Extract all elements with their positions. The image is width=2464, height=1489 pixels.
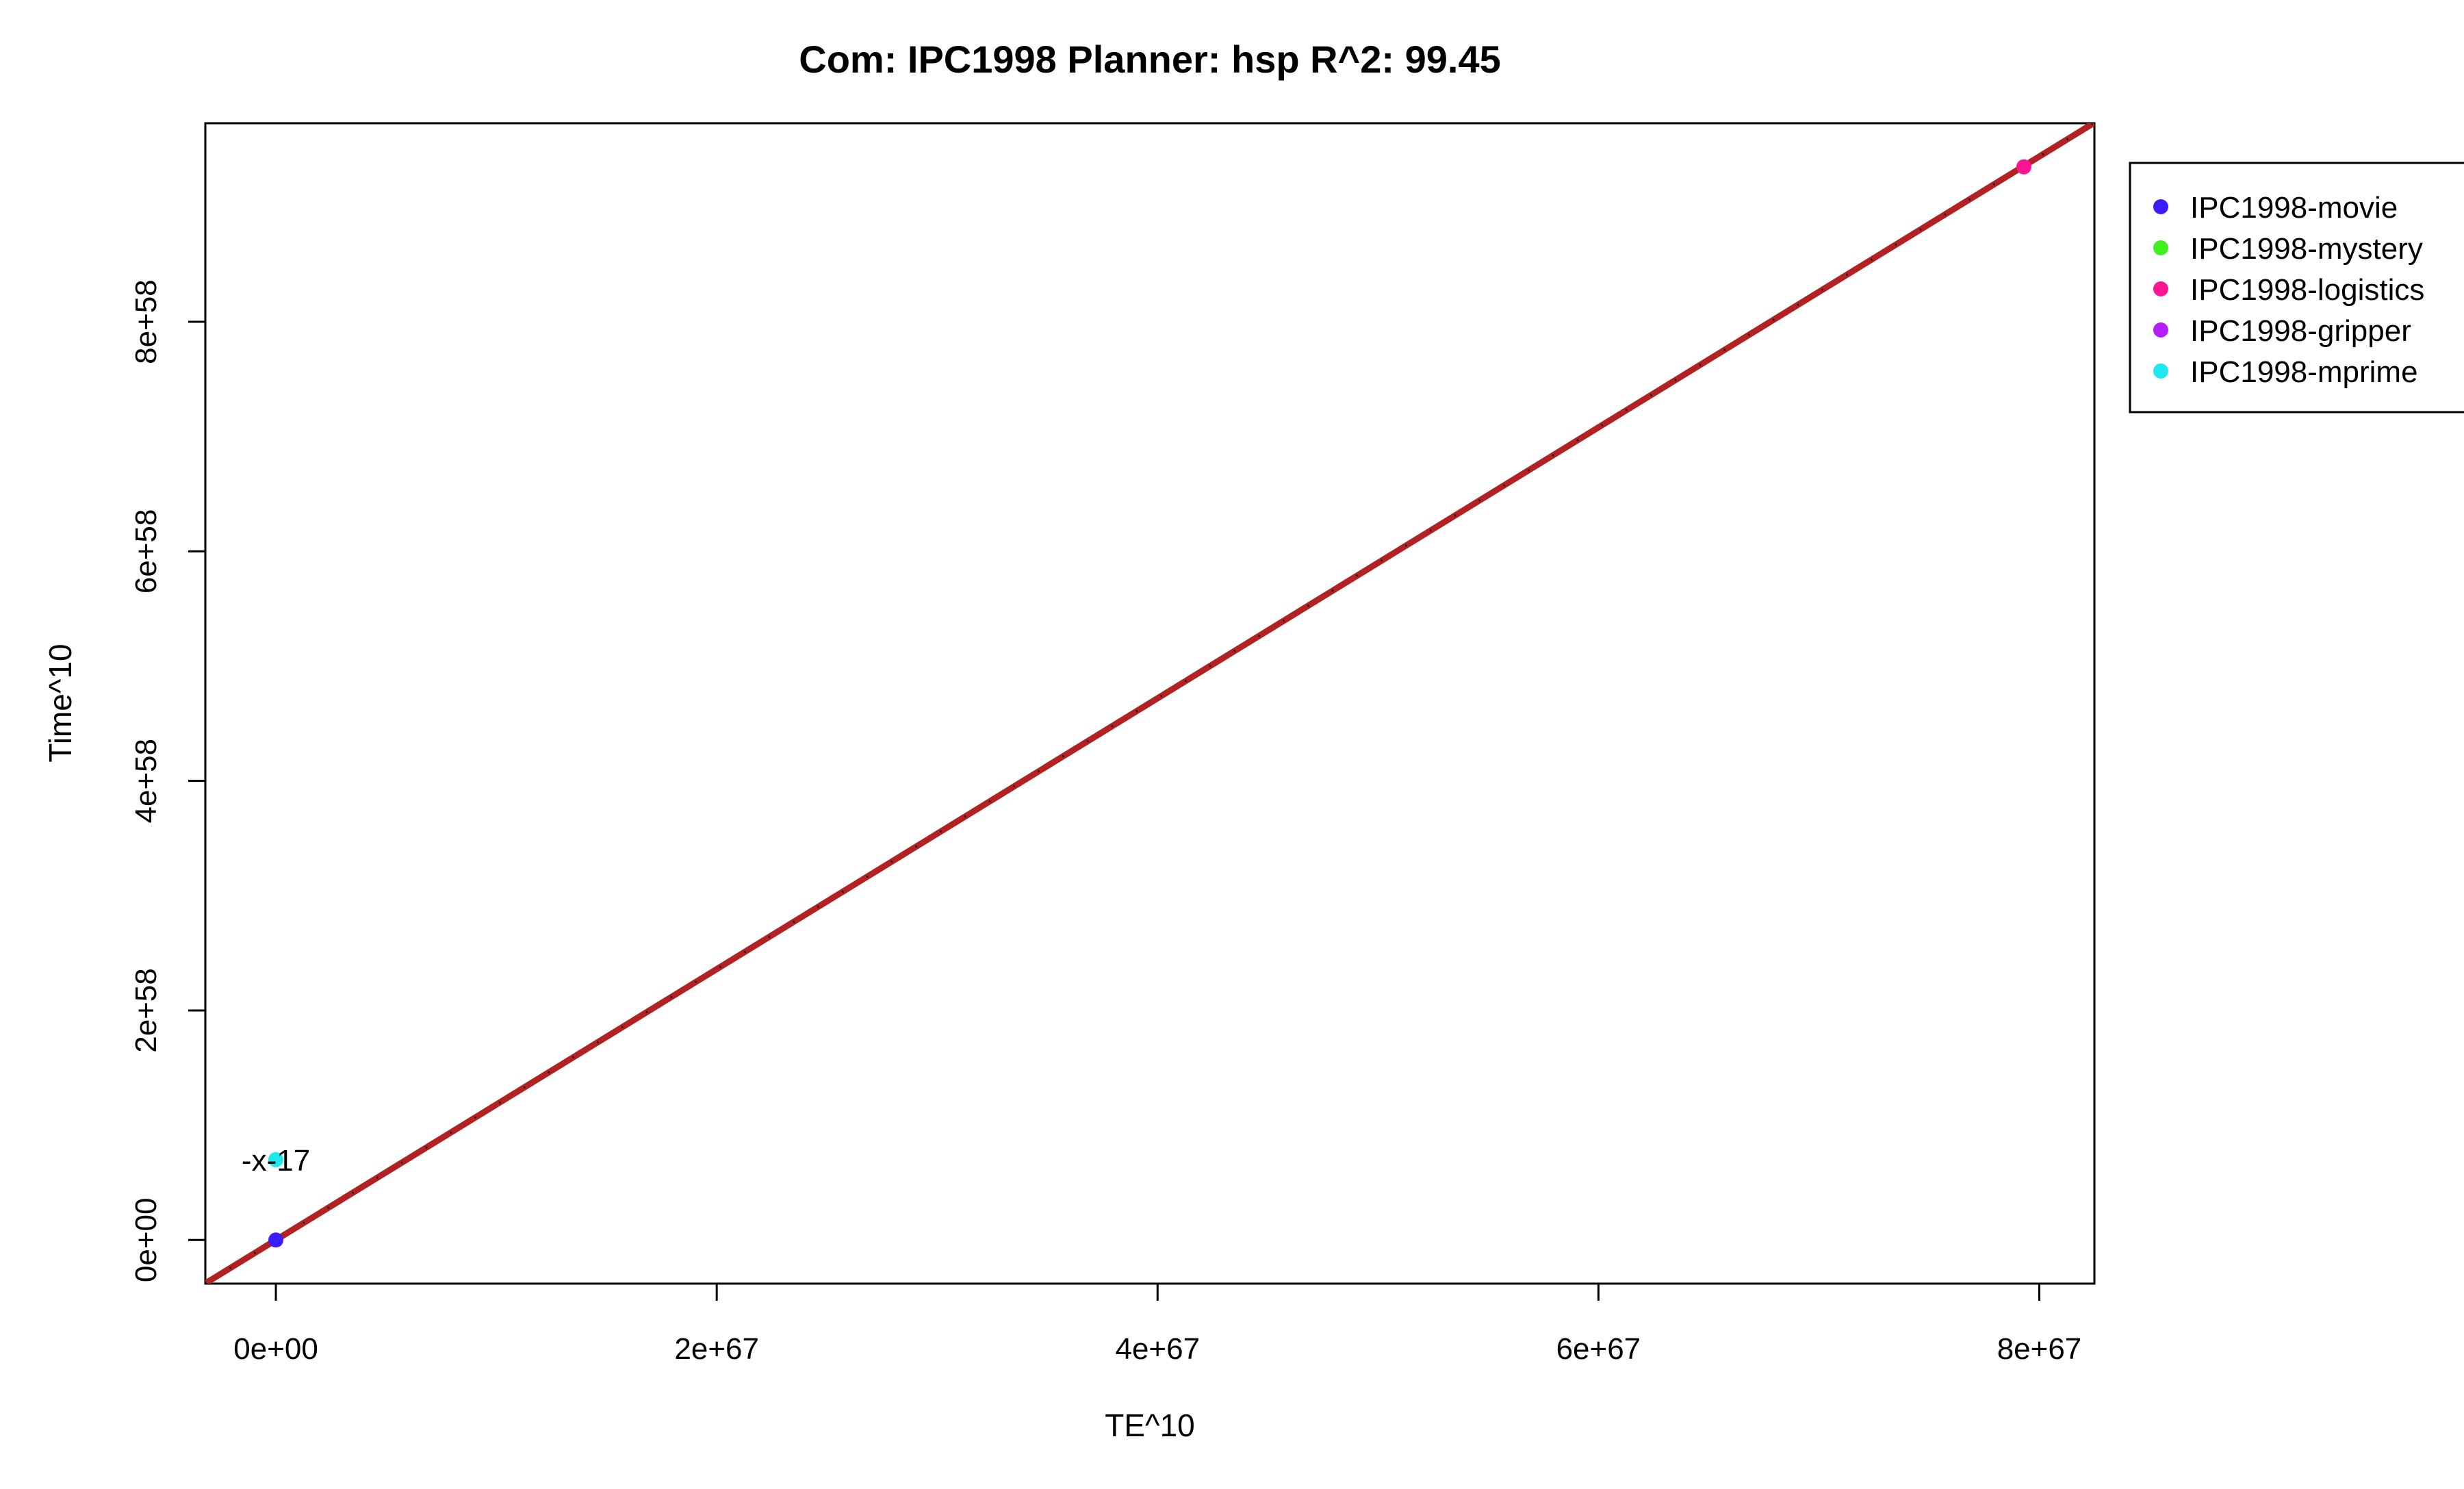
x-tick-label: 8e+67 <box>1997 1332 2082 1366</box>
legend-label: IPC1998-movie <box>2190 191 2398 225</box>
y-tick-label: 0e+00 <box>129 1198 163 1283</box>
legend-box <box>2129 162 2464 413</box>
chart-title: Com: IPC1998 Planner: hsp R^2: 99.45 <box>799 38 1501 81</box>
data-point <box>268 1151 284 1167</box>
x-axis: 0e+00 2e+67 4e+67 6e+67 8e+67 <box>233 1282 2082 1366</box>
legend-marker <box>2153 322 2168 338</box>
y-tick-label: 6e+58 <box>129 509 163 594</box>
y-tick-label: 8e+58 <box>129 279 163 364</box>
legend-label: IPC1998-mystery <box>2190 232 2423 266</box>
legend-marker <box>2153 281 2168 296</box>
legend-label: IPC1998-logistics <box>2190 273 2424 307</box>
legend-label: IPC1998-gripper <box>2190 314 2411 348</box>
y-tick-label: 4e+58 <box>129 739 163 824</box>
x-tick-label: 4e+67 <box>1115 1332 1200 1366</box>
x-tick-label: 2e+67 <box>674 1332 759 1366</box>
x-axis-label: TE^10 <box>1105 1408 1195 1443</box>
y-axis-label: Time^10 <box>42 644 78 762</box>
x-tick-label: 0e+00 <box>233 1332 318 1366</box>
data-points <box>268 159 2031 1248</box>
annotations: -x-17 <box>242 1144 310 1178</box>
point-annotation: -x-17 <box>242 1144 310 1178</box>
legend-label: IPC1998-mprime <box>2190 355 2418 389</box>
legend-marker <box>2153 364 2168 379</box>
legend-marker <box>2153 199 2168 214</box>
x-tick-label: 6e+67 <box>1556 1332 1641 1366</box>
data-point <box>2016 159 2031 175</box>
legend: IPC1998-movie IPC1998-mystery IPC1998-logi… <box>2129 162 2464 413</box>
regression-line <box>205 123 2094 1284</box>
y-axis: 0e+00 2e+58 4e+58 6e+58 8e+58 <box>129 279 207 1283</box>
data-point <box>268 1232 284 1248</box>
legend-marker <box>2153 240 2168 255</box>
y-tick-label: 2e+58 <box>129 968 163 1053</box>
fit-line <box>205 123 2094 1284</box>
